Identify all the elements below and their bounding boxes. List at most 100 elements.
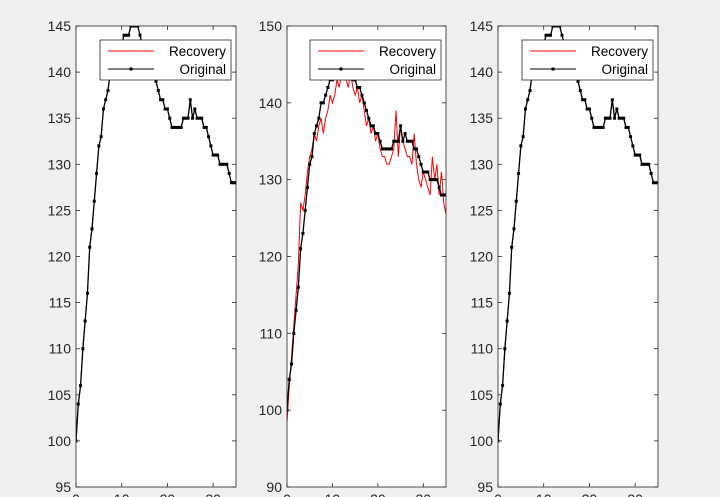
data-point-original bbox=[172, 125, 176, 129]
data-point-original bbox=[97, 144, 101, 148]
data-point-original bbox=[510, 245, 514, 249]
data-point-original bbox=[95, 172, 99, 176]
data-point-original bbox=[405, 139, 409, 143]
data-point-original bbox=[615, 107, 619, 111]
data-point-original bbox=[129, 26, 133, 28]
data-point-original bbox=[319, 101, 323, 105]
data-point-original bbox=[410, 139, 414, 143]
data-point-original bbox=[358, 85, 362, 89]
data-point-original bbox=[204, 125, 208, 129]
legend-label-recovery: Recovery bbox=[591, 44, 648, 59]
data-point-original bbox=[578, 89, 582, 93]
data-point-original bbox=[193, 107, 197, 111]
data-point-original bbox=[133, 26, 137, 28]
data-point-original bbox=[234, 181, 236, 185]
data-point-original bbox=[512, 227, 516, 231]
data-point-original bbox=[501, 384, 505, 388]
data-point-original bbox=[656, 181, 658, 185]
y-tick-label: 145 bbox=[470, 18, 494, 34]
data-point-original bbox=[583, 98, 587, 102]
data-point-original bbox=[136, 26, 140, 28]
y-tick-label: 100 bbox=[48, 433, 72, 449]
data-point-original bbox=[227, 172, 231, 176]
axes-panel-2: 90 100 110 120 130 140 150 0 10 20 30 Recovery Origi… bbox=[259, 18, 447, 497]
data-point-original bbox=[88, 245, 92, 249]
data-point-original bbox=[188, 98, 192, 102]
data-point-original bbox=[317, 116, 321, 120]
data-point-original bbox=[124, 33, 128, 37]
y-tick-label: 100 bbox=[259, 402, 283, 418]
data-point-original bbox=[523, 107, 527, 111]
legend: Recovery Original bbox=[99, 39, 232, 81]
data-point-original bbox=[175, 125, 179, 129]
data-point-original bbox=[633, 153, 637, 157]
data-point-original bbox=[546, 33, 550, 37]
data-point-original bbox=[184, 116, 188, 120]
x-tick-label: 0 bbox=[494, 491, 502, 497]
legend-marker bbox=[129, 67, 133, 71]
data-point-original bbox=[437, 185, 441, 189]
x-tick-label: 10 bbox=[325, 491, 341, 497]
data-point-original bbox=[444, 193, 446, 197]
data-point-original bbox=[312, 132, 316, 136]
data-point-original bbox=[581, 98, 585, 102]
y-tick-label: 110 bbox=[260, 325, 283, 341]
data-point-original bbox=[387, 147, 391, 151]
legend-label-original: Original bbox=[179, 62, 226, 77]
data-point-original bbox=[435, 178, 439, 182]
data-point-original bbox=[303, 208, 307, 212]
data-point-original bbox=[362, 101, 366, 105]
y-tick-label: 140 bbox=[48, 64, 72, 80]
data-point-original bbox=[503, 347, 507, 351]
data-point-original bbox=[433, 178, 437, 182]
data-point-original bbox=[619, 116, 623, 120]
y-tick-label: 120 bbox=[48, 249, 72, 265]
y-tick-label: 100 bbox=[470, 433, 494, 449]
y-tick-label: 140 bbox=[470, 64, 494, 80]
data-layer bbox=[498, 26, 658, 443]
data-point-original bbox=[79, 384, 83, 388]
legend-box bbox=[309, 39, 442, 81]
legend-marker bbox=[551, 67, 555, 71]
data-point-original bbox=[326, 85, 330, 89]
data-point-original bbox=[380, 147, 384, 151]
data-point-original bbox=[442, 193, 446, 197]
x-tick-label: 10 bbox=[536, 491, 552, 497]
data-point-original bbox=[301, 231, 305, 235]
data-point-original bbox=[165, 107, 169, 111]
data-point-original bbox=[179, 125, 183, 129]
data-point-original bbox=[517, 172, 521, 176]
data-point-original bbox=[154, 79, 158, 83]
plot-area bbox=[287, 26, 446, 487]
legend-marker bbox=[339, 67, 343, 71]
data-point-original bbox=[355, 85, 359, 89]
legend-box bbox=[521, 39, 654, 81]
data-point-original bbox=[505, 319, 509, 323]
data-point-original bbox=[287, 377, 291, 381]
data-point-original bbox=[216, 153, 220, 157]
data-point-original bbox=[421, 170, 425, 174]
data-point-original bbox=[168, 116, 172, 120]
x-tick-label: 20 bbox=[582, 491, 598, 497]
data-point-original bbox=[610, 98, 614, 102]
legend: Recovery Original bbox=[521, 39, 654, 81]
data-point-original bbox=[498, 402, 502, 406]
data-point-original bbox=[292, 331, 296, 335]
data-point-original bbox=[81, 347, 85, 351]
legend-label-recovery: Recovery bbox=[169, 44, 226, 59]
y-tick-label: 130 bbox=[48, 156, 72, 172]
data-point-original bbox=[519, 144, 523, 148]
data-point-original bbox=[378, 139, 382, 143]
x-tick-label: 20 bbox=[370, 491, 386, 497]
data-point-original bbox=[308, 162, 312, 166]
data-point-original bbox=[371, 124, 375, 128]
data-point-original bbox=[424, 170, 428, 174]
data-point-original bbox=[225, 162, 229, 166]
y-tick-label: 115 bbox=[49, 295, 72, 311]
x-tick-label: 30 bbox=[205, 491, 221, 497]
y-tick-label: 135 bbox=[470, 110, 494, 126]
data-point-original bbox=[392, 139, 396, 143]
data-point-original bbox=[389, 147, 393, 151]
x-tick-label: 30 bbox=[415, 491, 431, 497]
data-point-original bbox=[414, 147, 418, 151]
